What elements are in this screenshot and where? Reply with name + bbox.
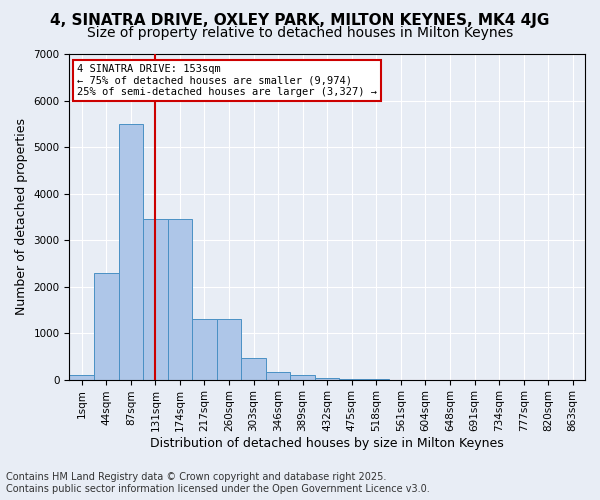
Bar: [70, 375, 94, 380]
Bar: [192, 319, 217, 380]
Bar: [119, 124, 143, 380]
Bar: [94, 272, 119, 380]
Bar: [143, 219, 167, 380]
X-axis label: Distribution of detached houses by size in Milton Keynes: Distribution of detached houses by size …: [151, 437, 504, 450]
Y-axis label: Number of detached properties: Number of detached properties: [15, 118, 28, 316]
Bar: [290, 376, 315, 380]
Bar: [241, 358, 266, 380]
Bar: [266, 372, 290, 380]
Bar: [167, 219, 192, 380]
Text: 4 SINATRA DRIVE: 153sqm
← 75% of detached houses are smaller (9,974)
25% of semi: 4 SINATRA DRIVE: 153sqm ← 75% of detache…: [77, 64, 377, 97]
Bar: [315, 378, 340, 380]
Bar: [217, 319, 241, 380]
Text: Contains HM Land Registry data © Crown copyright and database right 2025.
Contai: Contains HM Land Registry data © Crown c…: [6, 472, 430, 494]
Text: Size of property relative to detached houses in Milton Keynes: Size of property relative to detached ho…: [87, 26, 513, 40]
Text: 4, SINATRA DRIVE, OXLEY PARK, MILTON KEYNES, MK4 4JG: 4, SINATRA DRIVE, OXLEY PARK, MILTON KEY…: [50, 12, 550, 28]
